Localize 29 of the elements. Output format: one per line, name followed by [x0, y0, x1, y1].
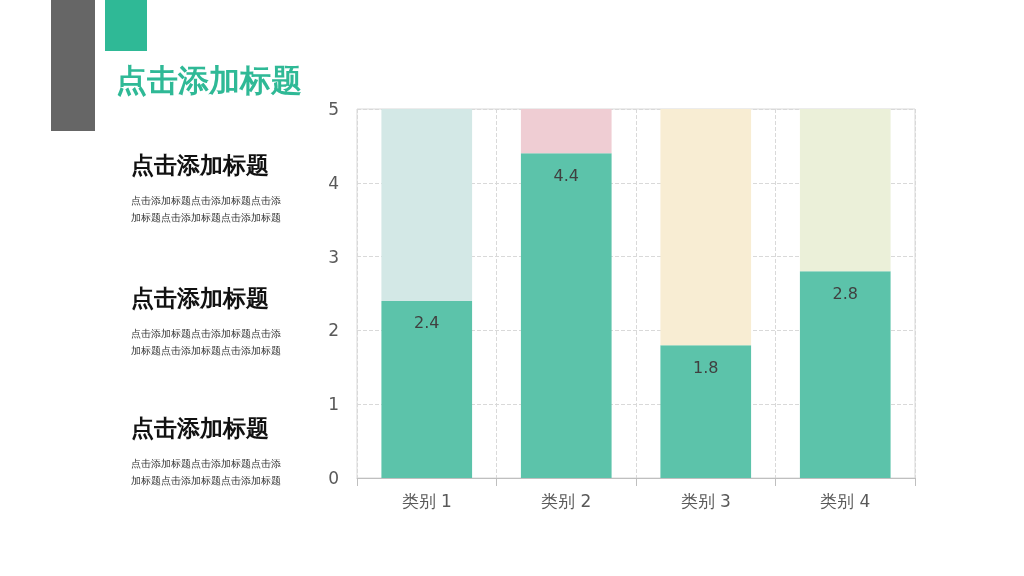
- y-tick-label: 4: [328, 172, 339, 193]
- text: 点击添加标题: [131, 284, 269, 313]
- text: 点击添加标题点击添加标题点击添加标题点击添加标题点击添加标题: [131, 457, 282, 488]
- y-tick-label: 1: [328, 394, 339, 415]
- bar: [660, 109, 752, 346]
- bar: [799, 271, 891, 478]
- text: 点击添加标题: [131, 414, 269, 443]
- x-tick-label: 类别 4: [820, 490, 871, 511]
- data-label: 1.8: [693, 357, 719, 377]
- text: 点击添加标题点击添加标题点击添加标题点击添加标题点击添加标题: [131, 327, 282, 358]
- bar: [660, 345, 752, 478]
- bar: [799, 109, 891, 272]
- bar: [520, 109, 612, 154]
- y-tick-label: 0: [328, 468, 339, 488]
- data-label: 4.4: [553, 165, 579, 185]
- bar: [381, 300, 473, 478]
- y-tick-label: 3: [328, 246, 339, 267]
- x-tick-label: 类别 2: [541, 490, 592, 511]
- text: 点击添加标题: [131, 151, 269, 180]
- text: 点击添加标题点击添加标题点击添加标题点击添加标题点击添加标题: [131, 194, 282, 225]
- chart-title: 点击添加标题: [116, 61, 302, 100]
- x-tick-label: 类别 1: [401, 490, 452, 511]
- data-label: 2.8: [832, 283, 858, 303]
- bar: [520, 153, 612, 478]
- data-label: 2.4: [414, 313, 440, 333]
- y-tick-label: 5: [328, 99, 339, 119]
- bar: [381, 109, 473, 301]
- y-tick-label: 2: [328, 320, 339, 341]
- x-tick-label: 类别 3: [680, 490, 731, 511]
